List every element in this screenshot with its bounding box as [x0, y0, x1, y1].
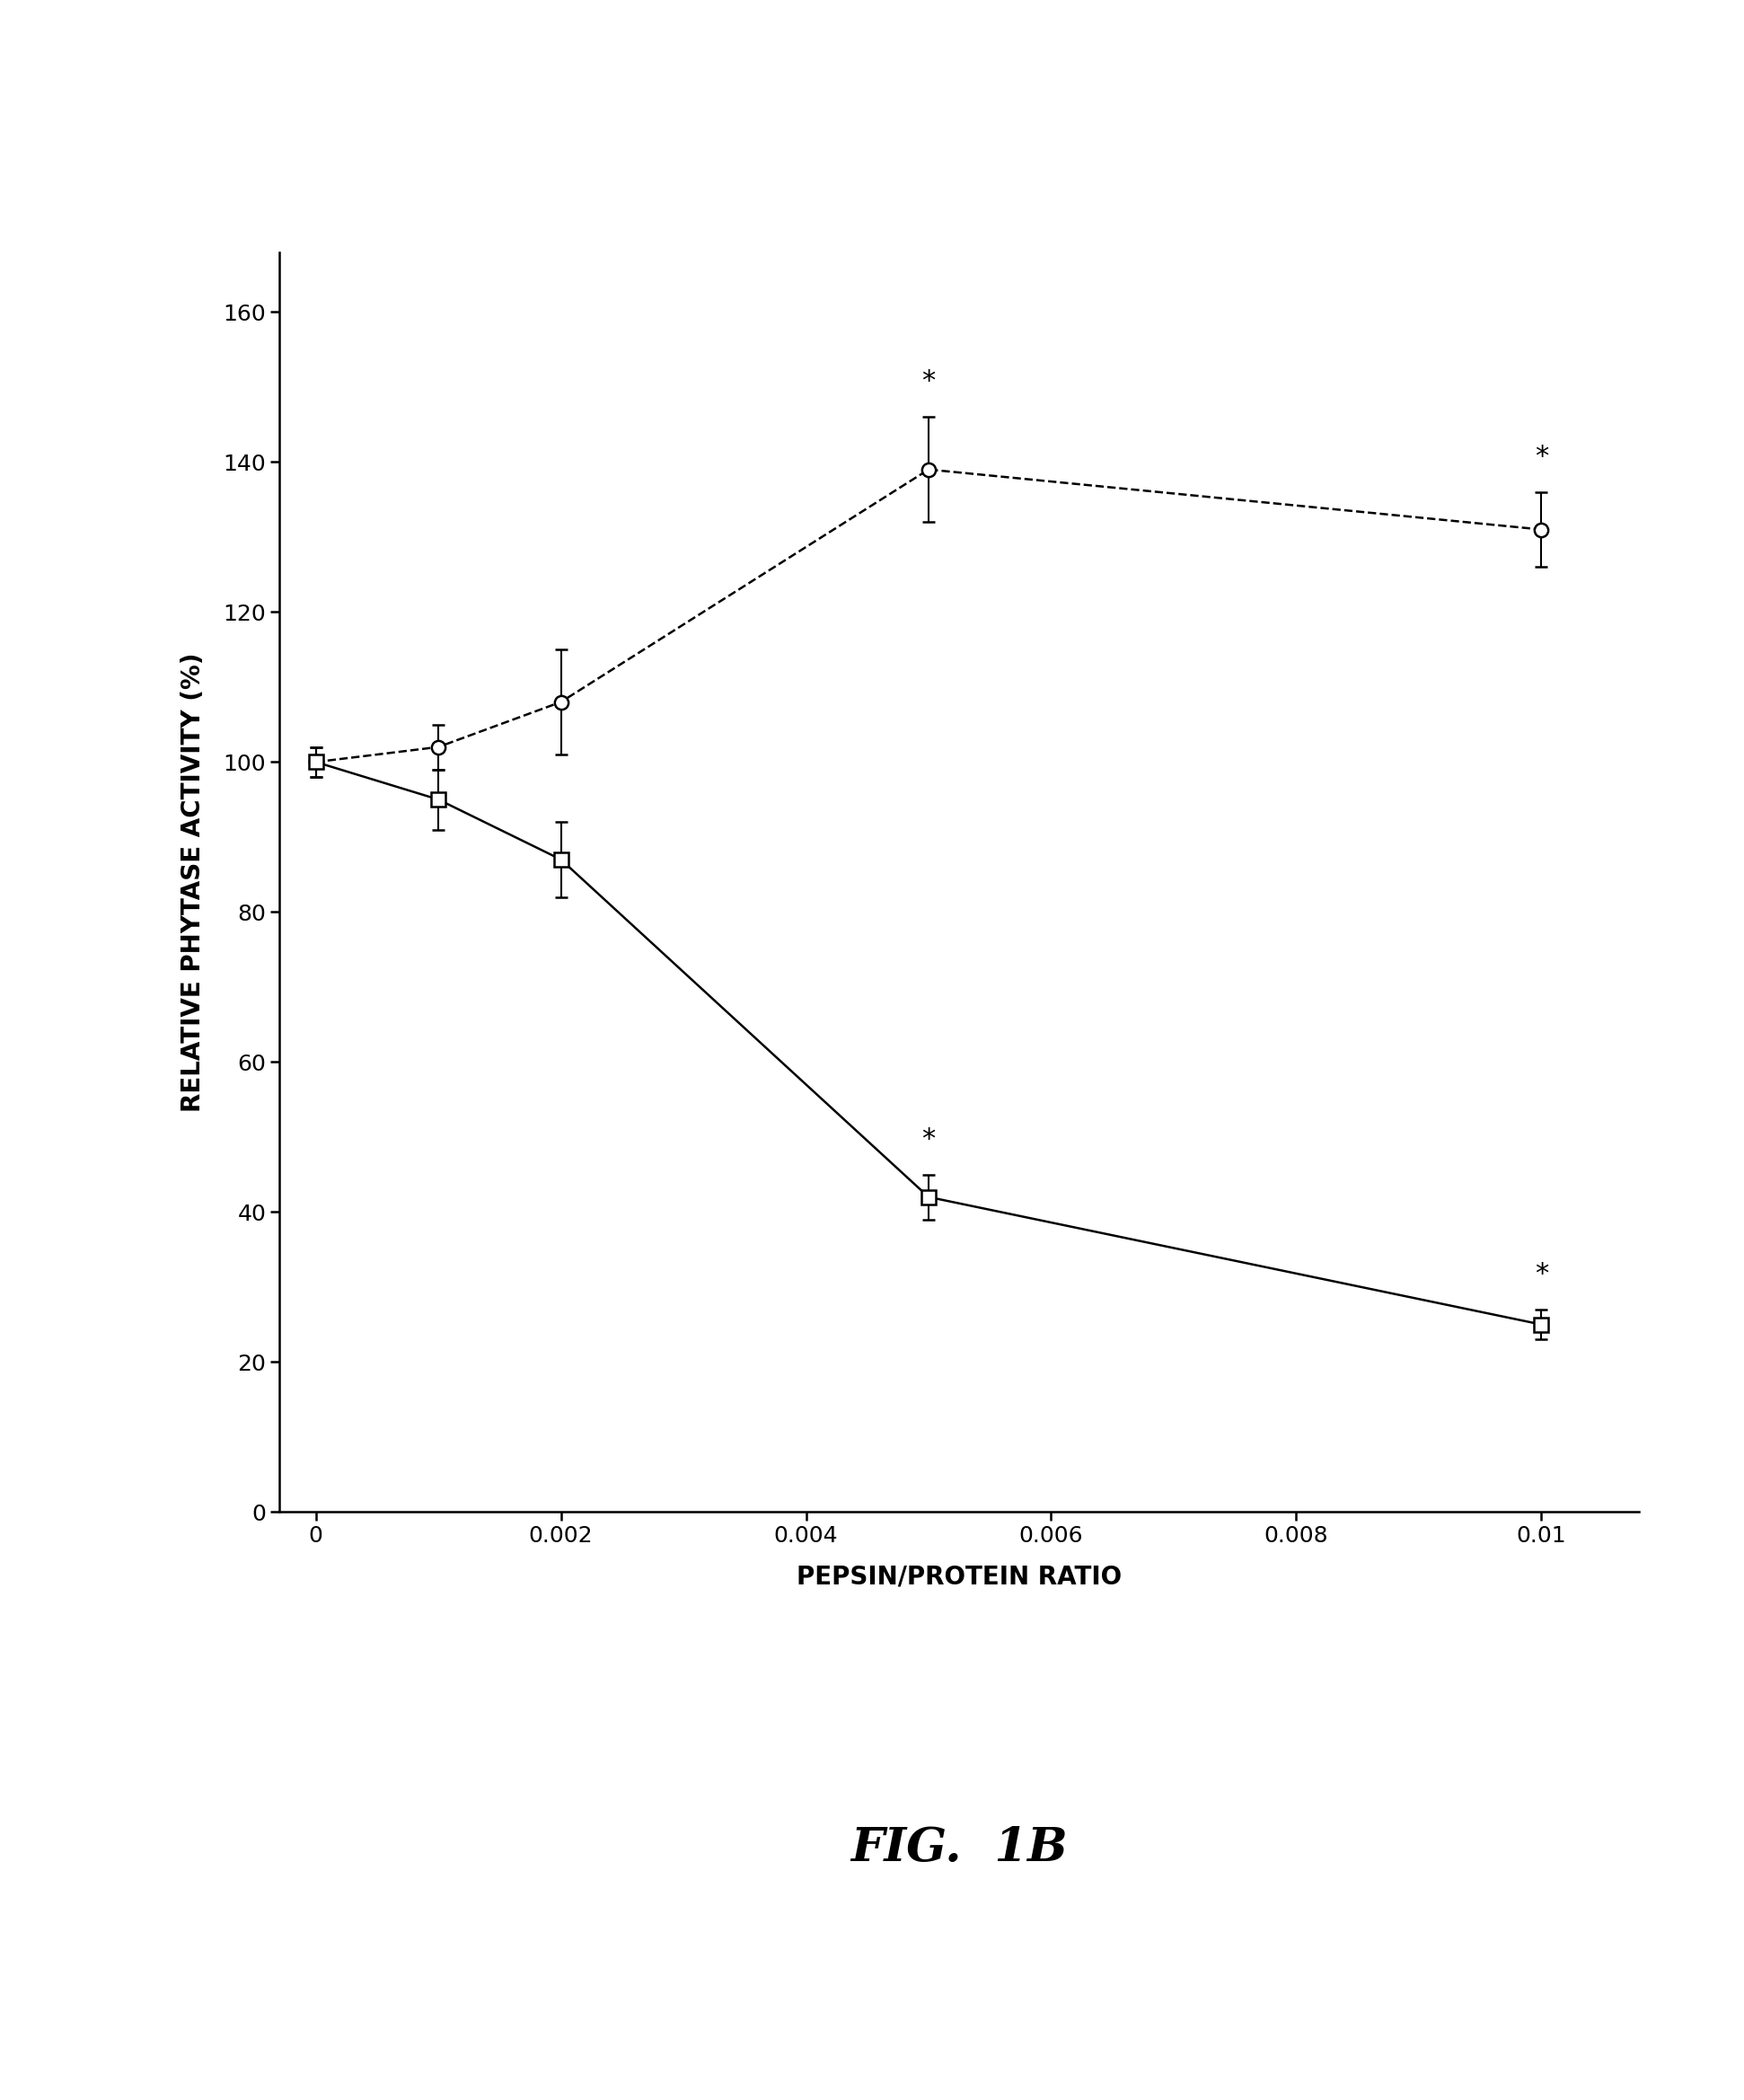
Text: *: *: [1535, 1260, 1549, 1287]
Text: *: *: [923, 367, 935, 395]
Text: FIG.  1B: FIG. 1B: [851, 1825, 1067, 1871]
Text: *: *: [923, 1126, 935, 1153]
Text: *: *: [1535, 443, 1549, 470]
X-axis label: PEPSIN/PROTEIN RATIO: PEPSIN/PROTEIN RATIO: [797, 1564, 1121, 1590]
Y-axis label: RELATIVE PHYTASE ACTIVITY (%): RELATIVE PHYTASE ACTIVITY (%): [180, 653, 206, 1111]
